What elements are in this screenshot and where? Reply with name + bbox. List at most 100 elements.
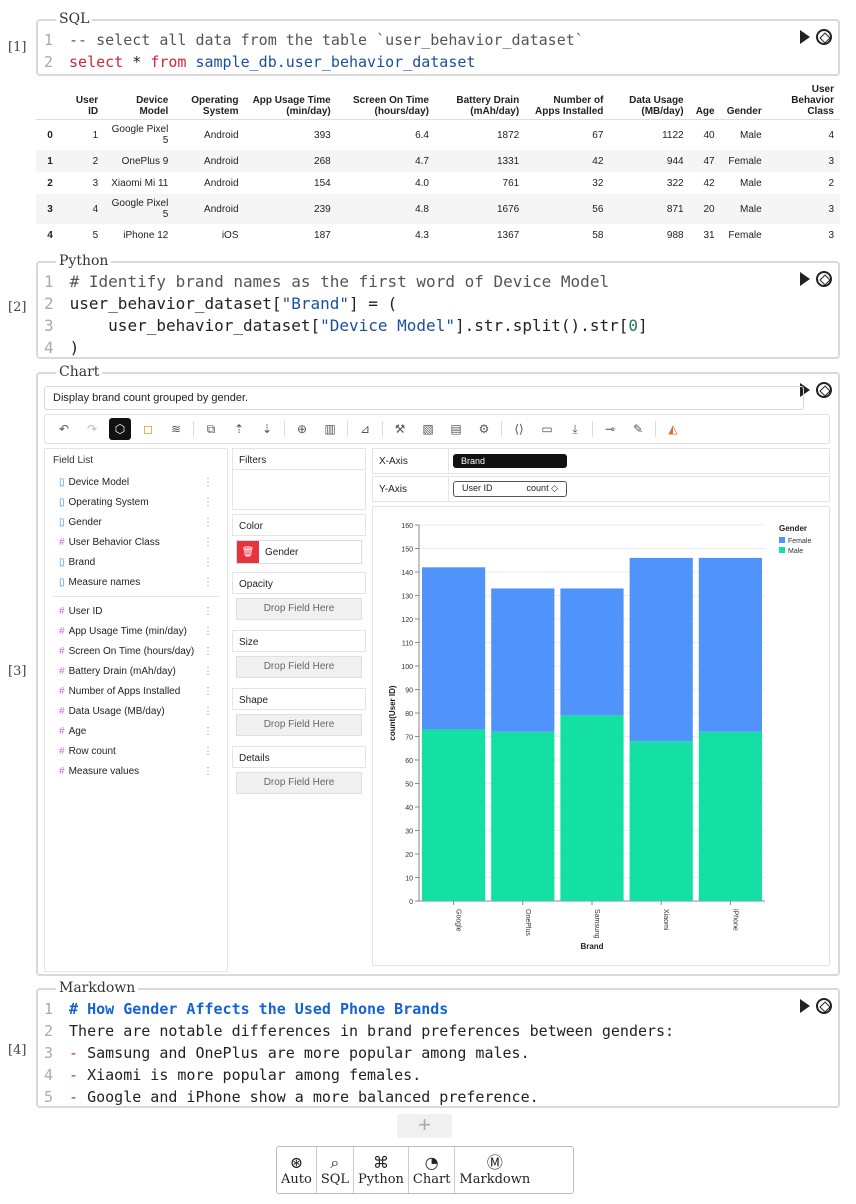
table-cell: 31 xyxy=(703,229,715,241)
sql-keyword: select xyxy=(69,53,124,71)
more-options-icon[interactable]: ⋮ xyxy=(203,725,213,737)
table-row: 2 3 Xiaomi Mi 11 Android 154 4.0 761 32 322 42 Mal… xyxy=(36,172,840,194)
cube-icon[interactable]: ⬡ xyxy=(109,418,131,440)
add-python-button[interactable]: ⌘ Python xyxy=(354,1147,409,1193)
markdown-cell[interactable]: Markdown 1 # How Gender Affects the Used… xyxy=(36,980,840,1108)
ai-assist-icon[interactable] xyxy=(816,271,832,287)
field-item[interactable]: # Measure values ⋮ xyxy=(45,761,227,781)
chart-cell[interactable]: Chart Display brand count grouped by gen… xyxy=(36,364,840,976)
field-item[interactable]: # Number of Apps Installed ⋮ xyxy=(45,681,227,701)
run-icon[interactable] xyxy=(800,30,810,44)
size-drop-zone[interactable]: Drop Field Here xyxy=(236,656,362,678)
shape-drop-zone[interactable]: Drop Field Here xyxy=(236,714,362,736)
more-options-icon[interactable]: ⋮ xyxy=(203,605,213,617)
chart-prompt-input[interactable]: Display brand count grouped by gender. xyxy=(44,386,804,410)
filters-title: Filters xyxy=(232,448,366,470)
eraser-icon[interactable]: ⊿ xyxy=(359,422,371,436)
sort-desc-icon[interactable]: ⇣ xyxy=(261,422,273,436)
image-icon[interactable]: ▧ xyxy=(422,422,434,436)
field-item[interactable]: # Data Usage (MB/day) ⋮ xyxy=(45,701,227,721)
sql-table-name: sample_db.user_behavior_dataset xyxy=(195,53,476,71)
more-options-icon[interactable]: ⋮ xyxy=(203,516,213,528)
ai-assist-icon[interactable] xyxy=(816,382,832,398)
color-field-chip[interactable]: 🗑 Gender xyxy=(236,540,362,564)
field-label-wrap: ▯ Device Model xyxy=(59,477,129,488)
y-axis-aggregate[interactable]: count ◇ xyxy=(526,483,558,493)
more-options-icon[interactable]: ⋮ xyxy=(203,665,213,677)
download-icon[interactable]: ⤓ xyxy=(572,421,578,436)
redo-icon[interactable]: ↷ xyxy=(86,422,98,436)
python-cell[interactable]: Python 1 # Identify brand names as the f… xyxy=(36,253,840,359)
commit-icon[interactable]: ⊸ xyxy=(604,422,616,436)
field-item[interactable]: # App Usage Time (min/day) ⋮ xyxy=(45,621,227,641)
code-icon[interactable]: ⟨⟩ xyxy=(514,422,524,436)
field-item[interactable]: # Row count ⋮ xyxy=(45,741,227,761)
wrench-icon[interactable]: ⚒ xyxy=(394,422,406,436)
more-options-icon[interactable]: ⋮ xyxy=(203,536,213,548)
more-options-icon[interactable]: ⋮ xyxy=(203,745,213,757)
run-icon[interactable] xyxy=(800,272,810,286)
field-item[interactable]: # Screen On Time (hours/day) ⋮ xyxy=(45,641,227,661)
more-options-icon[interactable]: ⋮ xyxy=(203,576,213,588)
markdown-editor[interactable]: 1 # How Gender Affects the Used Phone Br… xyxy=(44,1000,675,1106)
more-options-icon[interactable]: ⋮ xyxy=(203,685,213,697)
field-item[interactable]: ▯ Measure names ⋮ xyxy=(45,572,227,592)
details-drop-zone[interactable]: Drop Field Here xyxy=(236,772,362,794)
shape-panel: Shape Drop Field Here xyxy=(232,688,366,740)
sort-asc-icon[interactable]: ⇡ xyxy=(233,422,245,436)
field-item[interactable]: ▯ Gender ⋮ xyxy=(45,512,227,532)
row-index: 3 xyxy=(36,194,65,224)
field-item[interactable]: ▯ Device Model ⋮ xyxy=(45,472,227,492)
more-options-icon[interactable]: ⋮ xyxy=(203,645,213,657)
run-icon[interactable] xyxy=(800,999,810,1013)
run-icon[interactable] xyxy=(800,383,810,397)
sql-cell[interactable]: SQL 1 -- select all data from the table … xyxy=(36,11,840,76)
x-axis-field-pill[interactable]: Brand xyxy=(453,454,567,468)
x-axis-row: X-Axis Brand xyxy=(372,448,830,474)
chart-type-icon[interactable]: ▥ xyxy=(324,422,336,436)
y-axis-field: User ID xyxy=(462,483,493,493)
field-label: Measure values xyxy=(68,765,140,777)
settings-icon[interactable]: ⚙ xyxy=(478,422,490,436)
add-cell-button[interactable]: + xyxy=(397,1114,452,1138)
delete-icon[interactable]: 🗑 xyxy=(237,541,259,563)
field-item[interactable]: # Age ⋮ xyxy=(45,721,227,741)
table-icon[interactable]: ▤ xyxy=(450,422,462,436)
ai-assist-icon[interactable] xyxy=(816,29,832,45)
brush-icon[interactable]: ✎ xyxy=(632,422,644,436)
legend-swatch xyxy=(779,547,785,553)
ai-assist-icon[interactable] xyxy=(816,998,832,1014)
more-options-icon[interactable]: ⋮ xyxy=(203,765,213,777)
table-header: Number of Apps Installed xyxy=(525,82,610,120)
more-options-icon[interactable]: ⋮ xyxy=(203,556,213,568)
filters-drop-area[interactable] xyxy=(232,470,366,510)
add-sql-button[interactable]: ⌕ SQL xyxy=(317,1147,355,1193)
more-options-icon[interactable]: ⋮ xyxy=(203,496,213,508)
field-item[interactable]: # User ID ⋮ xyxy=(45,601,227,621)
y-axis-field-pill[interactable]: User ID count ◇ xyxy=(453,481,567,497)
table-header: Battery Drain (mAh/day) xyxy=(434,82,526,120)
add-chart-button[interactable]: ◔ Chart xyxy=(409,1147,456,1193)
zoom-icon[interactable]: ⊕ xyxy=(296,422,308,436)
opacity-title: Opacity xyxy=(232,572,366,594)
sql-editor[interactable]: 1 -- select all data from the table `use… xyxy=(44,31,584,71)
y-axis-label: Y-Axis xyxy=(373,477,449,501)
layers-icon[interactable]: ≋ xyxy=(170,422,182,436)
export-file-icon[interactable]: ▭ xyxy=(541,422,553,436)
transpose-icon[interactable]: ⧉ xyxy=(206,421,216,436)
more-options-icon[interactable]: ⋮ xyxy=(203,476,213,488)
more-options-icon[interactable]: ⋮ xyxy=(203,625,213,637)
python-editor[interactable]: 1 # Identify brand names as the first wo… xyxy=(44,272,648,357)
more-options-icon[interactable]: ⋮ xyxy=(203,705,213,717)
add-auto-button[interactable]: ⊛ Auto xyxy=(277,1147,317,1193)
field-item[interactable]: # User Behavior Class ⋮ xyxy=(45,532,227,552)
opacity-drop-zone[interactable]: Drop Field Here xyxy=(236,598,362,620)
field-item[interactable]: ▯ Brand ⋮ xyxy=(45,552,227,572)
table-cell: Female xyxy=(728,229,762,241)
cell-index-4: [4] xyxy=(8,1043,27,1058)
lasso-icon[interactable]: ◻ xyxy=(143,422,153,436)
field-item[interactable]: ▯ Operating System ⋮ xyxy=(45,492,227,512)
field-item[interactable]: # Battery Drain (mAh/day) ⋮ xyxy=(45,661,227,681)
undo-icon[interactable]: ↶ xyxy=(58,422,70,436)
add-markdown-button[interactable]: Ⓜ Markdown xyxy=(455,1147,534,1193)
